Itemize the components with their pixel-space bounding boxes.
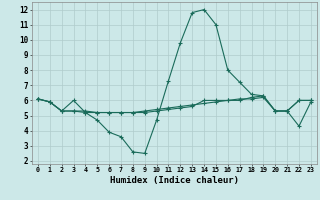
X-axis label: Humidex (Indice chaleur): Humidex (Indice chaleur) [110, 176, 239, 185]
